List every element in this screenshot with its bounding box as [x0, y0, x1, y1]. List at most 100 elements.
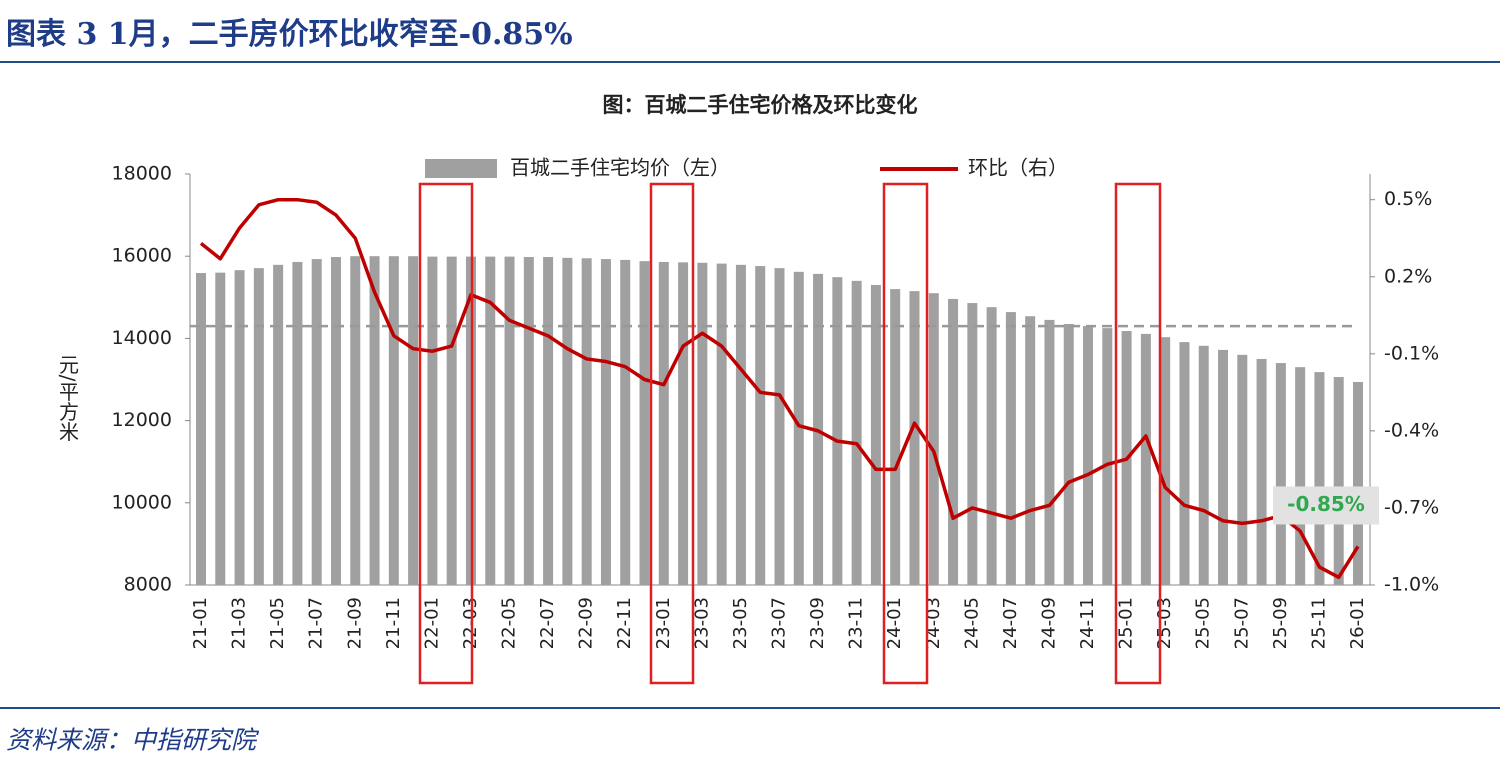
bar: [1256, 358, 1267, 585]
y-tick-label: 18000: [112, 163, 172, 185]
x-tick-label: 23-11: [846, 597, 867, 649]
legend-swatch: [425, 159, 497, 178]
bar: [485, 256, 496, 585]
x-tick-label: 25-05: [1193, 597, 1214, 649]
x-tick-label: 21-09: [344, 597, 365, 649]
bar: [292, 261, 303, 585]
bar: [388, 256, 399, 585]
y-axis-label: 元/平方米: [56, 355, 80, 442]
bar: [678, 262, 689, 585]
bar: [523, 257, 534, 585]
bar: [1314, 372, 1325, 585]
bar: [1198, 345, 1209, 585]
bar: [1237, 354, 1248, 585]
bar: [1005, 312, 1016, 585]
x-tick-label: 24-11: [1077, 597, 1098, 649]
bar: [543, 257, 554, 585]
bar: [581, 258, 592, 585]
bar: [1140, 333, 1151, 585]
bar: [1025, 316, 1036, 585]
x-tick-label: 25-07: [1231, 597, 1252, 649]
bar: [1275, 363, 1286, 585]
bar: [253, 268, 264, 585]
bar: [311, 259, 322, 585]
bar: [196, 273, 206, 585]
x-tick-label: 22-05: [499, 597, 520, 649]
y2-tick-label: 0.2%: [1384, 265, 1432, 287]
chart-title: 图：百城二手住宅价格及环比变化: [603, 93, 918, 117]
bar: [909, 291, 920, 585]
page-title: 图表 3 1月，二手房价环比收窄至-0.85%: [6, 17, 573, 52]
x-tick-label: 25-11: [1308, 597, 1329, 649]
x-tick-label: 21-05: [267, 597, 288, 649]
bar: [369, 256, 380, 585]
x-tick-label: 23-07: [769, 597, 790, 649]
x-tick-label: 24-09: [1038, 597, 1059, 649]
bar: [774, 268, 785, 585]
bar: [948, 298, 959, 585]
x-tick-label: 22-11: [614, 597, 635, 649]
x-tick-label: 21-01: [190, 597, 211, 649]
highlight-box: [418, 182, 474, 685]
bar: [755, 266, 766, 585]
bar: [658, 261, 669, 585]
bar: [697, 262, 708, 585]
x-tick-label: 23-09: [807, 597, 828, 649]
x-tick-label: 24-05: [961, 597, 982, 649]
bar: [1083, 326, 1094, 585]
y2-tick-label: -0.1%: [1384, 342, 1439, 364]
bar: [215, 272, 226, 585]
bar: [851, 280, 862, 585]
line: [199, 197, 1360, 580]
bar: [1218, 349, 1229, 585]
x-tick-label: 21-03: [229, 597, 250, 649]
bar: [1160, 337, 1171, 585]
x-tick-label: 23-01: [653, 597, 674, 649]
x-tick-label: 22-01: [421, 597, 442, 649]
x-tick-label: 22-09: [576, 597, 597, 649]
x-tick-label: 21-07: [306, 597, 327, 649]
bar: [504, 256, 515, 585]
y2-tick-label: 0.5%: [1384, 188, 1432, 210]
y-tick-label: 14000: [112, 327, 172, 349]
x-tick-label: 21-11: [383, 597, 404, 649]
y2-tick-label: -1.0%: [1384, 574, 1439, 596]
legend-label: 百城二手住宅均价（左）: [510, 156, 730, 180]
bar: [1333, 377, 1344, 585]
x-tick-label: 25-01: [1116, 597, 1137, 649]
x-tick-label: 25-03: [1154, 597, 1175, 649]
bar: [427, 256, 438, 585]
bar: [928, 293, 939, 585]
bar: [890, 289, 901, 585]
bar: [562, 257, 573, 585]
x-tick-label: 22-03: [460, 597, 481, 649]
bar: [735, 264, 746, 585]
bar: [1353, 381, 1363, 585]
bar: [350, 256, 361, 585]
x-tick-label: 24-01: [884, 597, 905, 649]
data-label: -0.85%: [1287, 492, 1365, 516]
highlight-box: [882, 182, 929, 685]
x-tick-label: 25-09: [1270, 597, 1291, 649]
highlight-box: [1114, 182, 1162, 685]
bar: [967, 303, 978, 585]
bar: [1044, 319, 1055, 585]
bar: [600, 259, 611, 585]
bar: [1295, 367, 1306, 585]
bar: [639, 261, 650, 585]
highlight-box: [649, 182, 695, 685]
y-tick-label: 16000: [112, 245, 172, 267]
x-tick-label: 22-07: [537, 597, 558, 649]
bar: [1179, 342, 1190, 585]
bar: [1063, 324, 1074, 585]
bar: [793, 271, 804, 585]
bar: [620, 259, 631, 585]
data-label-box: [1273, 486, 1379, 525]
bar: [330, 257, 341, 585]
bar: [870, 284, 881, 585]
bar: [716, 263, 727, 585]
y2-tick-label: -0.7%: [1384, 496, 1439, 518]
bar: [986, 307, 997, 585]
x-tick-label: 24-07: [1000, 597, 1021, 649]
